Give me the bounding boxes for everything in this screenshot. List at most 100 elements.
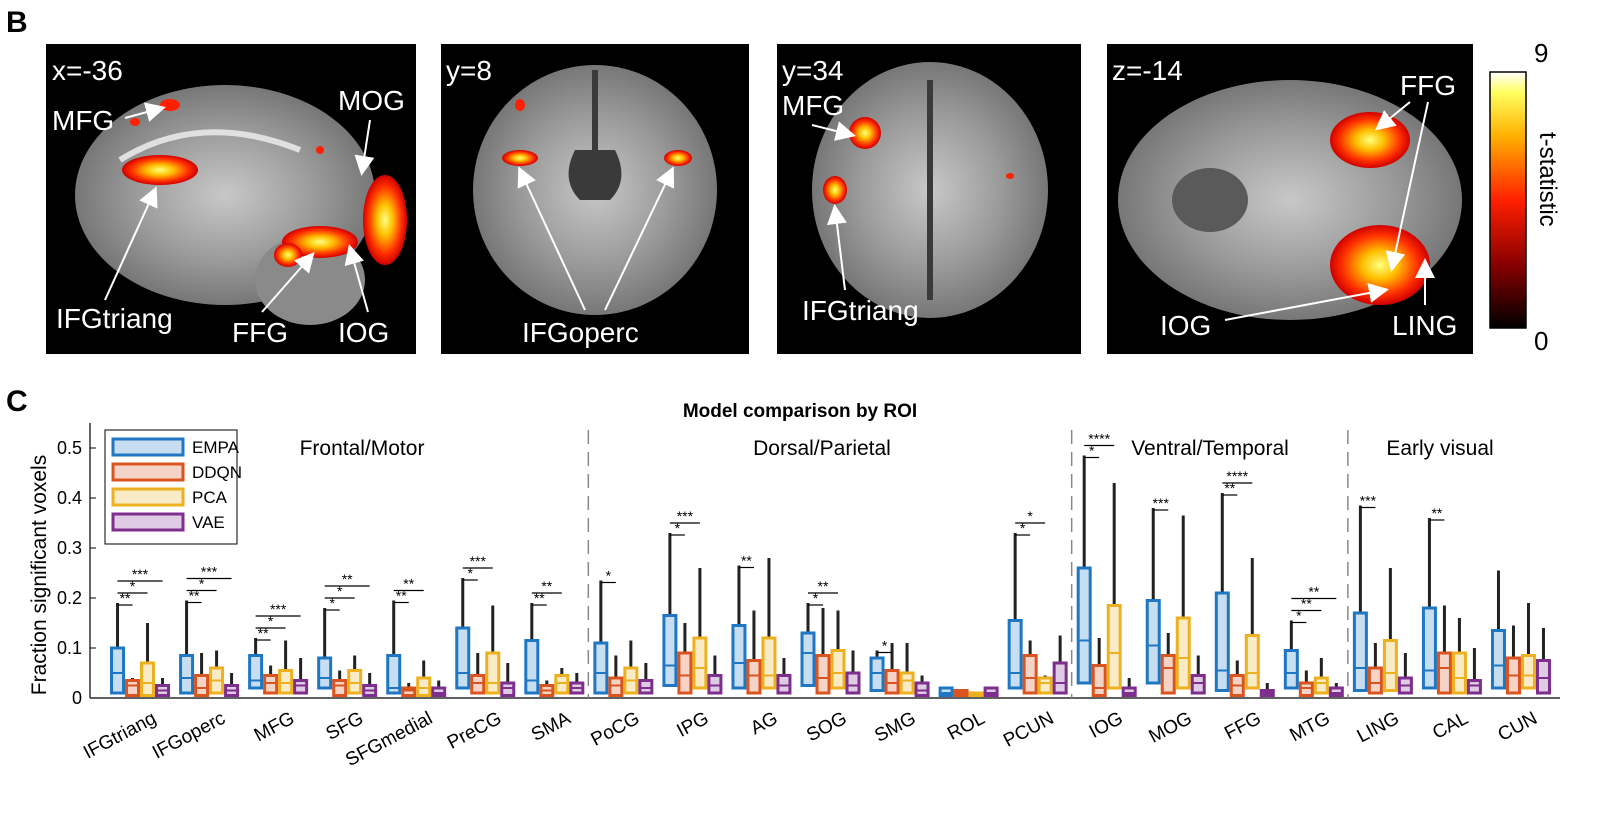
significance-label: ** (1431, 505, 1442, 521)
box (830, 649, 846, 690)
box (1106, 604, 1122, 690)
x-tick-label: PCUN (1000, 708, 1057, 752)
legend-label: PCA (192, 488, 228, 507)
box (524, 639, 540, 695)
x-tick-label: SFG (323, 708, 367, 745)
significance-label: ** (818, 578, 829, 594)
x-tick-label: SMA (528, 708, 575, 746)
box (1421, 606, 1437, 690)
box (731, 624, 747, 690)
box (194, 674, 210, 697)
box (1328, 686, 1344, 697)
box (416, 676, 432, 697)
significance-label: *** (677, 508, 694, 524)
significance-label: * (130, 578, 136, 594)
group-label: Early visual (1386, 437, 1493, 460)
box (248, 654, 264, 690)
slice-label-1: x=-36 (52, 55, 123, 86)
box (1052, 661, 1068, 695)
box (1214, 591, 1230, 692)
roi-label: FFG (232, 317, 288, 348)
panel-c-letter: C (6, 385, 28, 418)
x-tick-label: IFGtriang (80, 708, 160, 764)
box (1298, 681, 1314, 697)
box (140, 661, 156, 697)
box (914, 681, 930, 697)
x-tick-label: IOG (1086, 708, 1127, 743)
box (1037, 676, 1053, 695)
box (1490, 629, 1506, 690)
box (1352, 611, 1368, 692)
box (593, 641, 609, 695)
box (332, 679, 348, 697)
roi-label: IFGtriang (56, 303, 173, 334)
roi-label: IFGtriang (802, 295, 919, 326)
box (317, 656, 333, 690)
significance-label: ** (342, 571, 353, 587)
box (800, 631, 816, 687)
box (677, 651, 693, 695)
slice-label-4: z=-14 (1112, 55, 1183, 86)
y-tick-label: 0 (72, 688, 82, 708)
box (746, 659, 762, 695)
box (938, 686, 954, 697)
box (1076, 566, 1092, 685)
significance-label: **** (1088, 431, 1110, 447)
box (401, 686, 417, 697)
x-tick-label: FFG (1221, 708, 1264, 744)
significance-label: *** (270, 601, 287, 617)
x-tick-label: MFG (251, 708, 298, 746)
y-tick-label: 0.3 (57, 538, 82, 558)
box (815, 654, 831, 695)
x-tick-label: CUN (1495, 708, 1541, 746)
legend: EMPA DDQN PCA VAE (104, 429, 242, 545)
box (1436, 651, 1452, 695)
box (1190, 674, 1206, 695)
x-tick-label: PreCG (444, 708, 505, 754)
x-tick-label: CAL (1429, 708, 1472, 744)
significance-label: * (1020, 520, 1026, 536)
colorbar-max: 9 (1534, 38, 1548, 68)
significance-label: ** (258, 625, 269, 641)
box (983, 686, 999, 697)
box (1466, 679, 1482, 695)
box (776, 674, 792, 695)
x-tick-label: MOG (1146, 708, 1196, 748)
roi-label: MFG (52, 105, 114, 136)
chart-title: Model comparison by ROI (683, 401, 917, 422)
significance-label: ** (189, 588, 200, 604)
slice-label-3: y=34 (782, 55, 844, 86)
significance-label: * (606, 568, 612, 584)
box (1091, 664, 1107, 697)
significance-label: ** (541, 578, 552, 594)
legend-label: VAE (192, 513, 225, 532)
box (608, 676, 624, 697)
box (761, 636, 777, 690)
legend-label: DDQN (192, 463, 242, 482)
significance-label: ** (1308, 584, 1319, 600)
box (707, 674, 723, 695)
y-tick-label: 0.1 (57, 638, 82, 658)
box (1121, 686, 1137, 697)
x-tick-label: IFGoperc (149, 708, 229, 764)
significance-label: * (329, 595, 335, 611)
box (1520, 654, 1536, 690)
x-tick-label: LING (1354, 708, 1403, 747)
box (470, 674, 486, 695)
brain-slices-figure: x=-36 y=8 y=34 z=-14 MFG MOG IFGtriang F… (46, 38, 1561, 356)
box (1022, 654, 1038, 695)
x-tick-label: ROL (944, 708, 988, 745)
box (662, 614, 678, 687)
significance-label: * (199, 576, 205, 592)
chart-marks: ****************** **********************… (110, 431, 1551, 697)
box (869, 656, 885, 692)
y-tick-label: 0.4 (57, 488, 82, 508)
roi-label: FFG (1400, 70, 1456, 101)
y-axis-label: Fraction significant voxels (28, 455, 51, 695)
significance-label: *** (132, 566, 149, 582)
box (278, 669, 294, 695)
box (638, 679, 654, 695)
box (845, 671, 861, 695)
box (1283, 649, 1299, 690)
x-tick-label: PoCG (588, 708, 644, 751)
